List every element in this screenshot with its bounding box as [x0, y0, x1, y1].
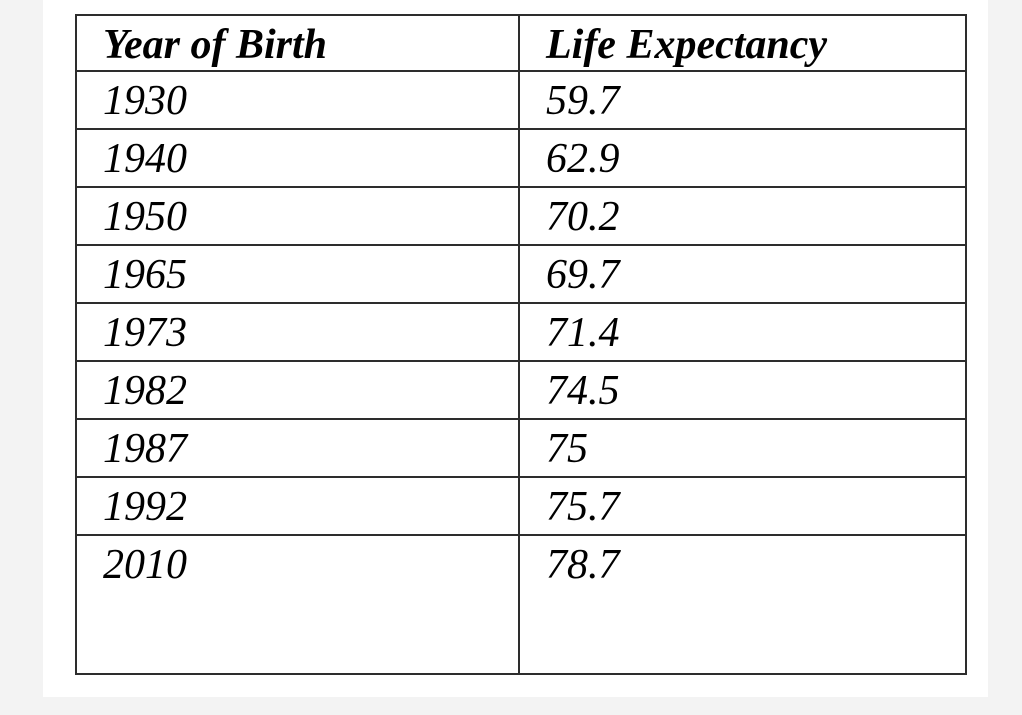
table-row: 1992 75.7: [75, 476, 967, 536]
table-cell-year: 1965: [75, 244, 520, 304]
table-cell-life-expectancy: 62.9: [518, 128, 967, 188]
table-cell-year: 1940: [75, 128, 520, 188]
document-page: Year of Birth Life Expectancy 1930 59.7 19…: [43, 0, 988, 697]
table-cell-year: 1950: [75, 186, 520, 246]
table-row: 1982 74.5: [75, 360, 967, 420]
table-header-row: Year of Birth Life Expectancy: [75, 14, 967, 72]
table-cell-life-expectancy: 75: [518, 418, 967, 478]
column-header-life-expectancy: Life Expectancy: [518, 14, 967, 72]
table-row: 2010 78.7: [75, 534, 967, 675]
table-cell-year: 1973: [75, 302, 520, 362]
table-cell-year: 1982: [75, 360, 520, 420]
table-cell-life-expectancy: 71.4: [518, 302, 967, 362]
table-row: 1965 69.7: [75, 244, 967, 304]
table-cell-life-expectancy: 78.7: [518, 534, 967, 675]
table-cell-life-expectancy: 70.2: [518, 186, 967, 246]
table-cell-year: 1930: [75, 70, 520, 130]
table-row: 1930 59.7: [75, 70, 967, 130]
table-cell-life-expectancy: 75.7: [518, 476, 967, 536]
life-expectancy-table: Year of Birth Life Expectancy 1930 59.7 19…: [75, 14, 967, 675]
column-header-year-of-birth: Year of Birth: [75, 14, 520, 72]
table-cell-year: 1987: [75, 418, 520, 478]
table-cell-life-expectancy: 59.7: [518, 70, 967, 130]
table-cell-life-expectancy: 69.7: [518, 244, 967, 304]
table-cell-year: 1992: [75, 476, 520, 536]
table-row: 1950 70.2: [75, 186, 967, 246]
table-row: 1940 62.9: [75, 128, 967, 188]
table-body: 1930 59.7 1940 62.9 1950 70.2 1965 69.7 1973 71.4…: [75, 70, 967, 675]
table-row: 1987 75: [75, 418, 967, 478]
table-cell-year: 2010: [75, 534, 520, 675]
table-cell-life-expectancy: 74.5: [518, 360, 967, 420]
table-row: 1973 71.4: [75, 302, 967, 362]
